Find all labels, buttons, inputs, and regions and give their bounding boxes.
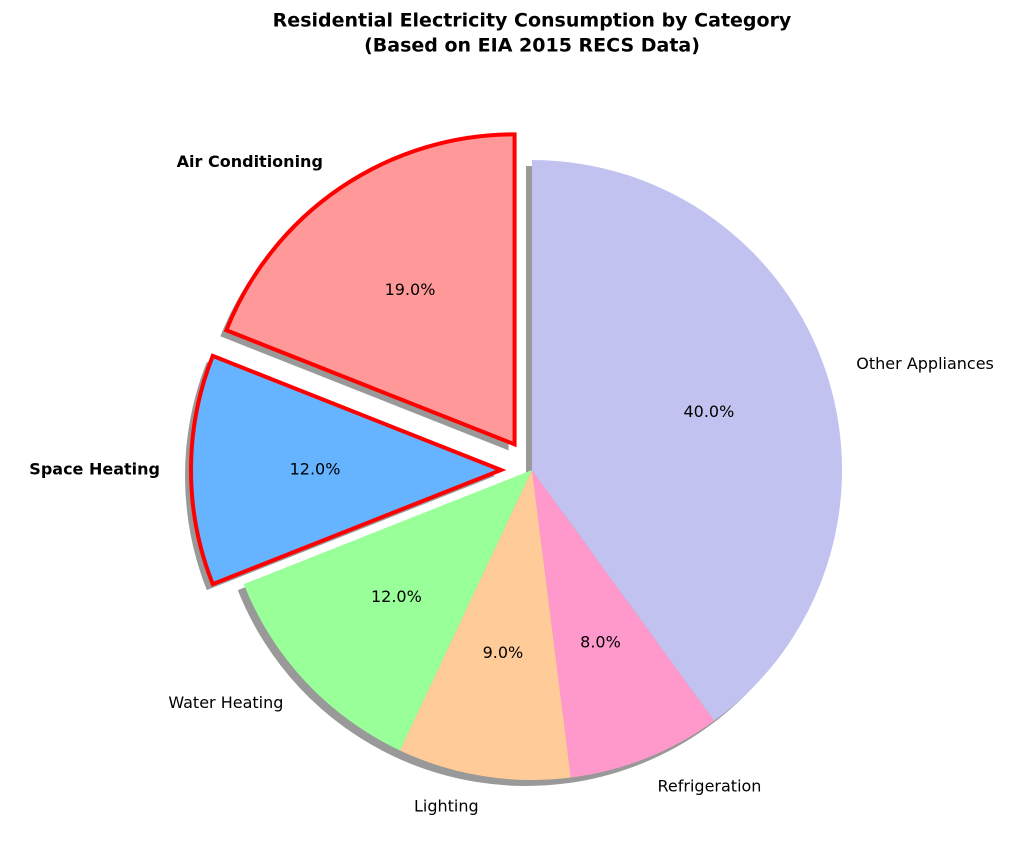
slice-label: Air Conditioning: [177, 152, 323, 171]
slice: [532, 160, 842, 721]
percent-label: 9.0%: [483, 643, 524, 662]
percent-label: 40.0%: [683, 402, 734, 421]
percent-label: 8.0%: [580, 632, 621, 651]
slice: [532, 470, 715, 778]
percent-label: 12.0%: [371, 587, 422, 606]
chart-subtitle: (Based on EIA 2015 RECS Data): [364, 35, 700, 57]
slice-label: Refrigeration: [658, 777, 762, 796]
slice: [400, 470, 571, 780]
slice-label: Water Heating: [168, 693, 283, 712]
slice: [243, 470, 532, 751]
slice-label: Lighting: [414, 796, 479, 815]
slice-label: Space Heating: [29, 460, 160, 479]
percent-label: 12.0%: [290, 460, 341, 479]
percent-label: 19.0%: [385, 280, 436, 299]
slice: [223, 132, 517, 448]
slice: [189, 353, 507, 587]
slice-label: Other Appliances: [856, 354, 994, 373]
chart-title: Residential Electricity Consumption by C…: [273, 10, 792, 32]
